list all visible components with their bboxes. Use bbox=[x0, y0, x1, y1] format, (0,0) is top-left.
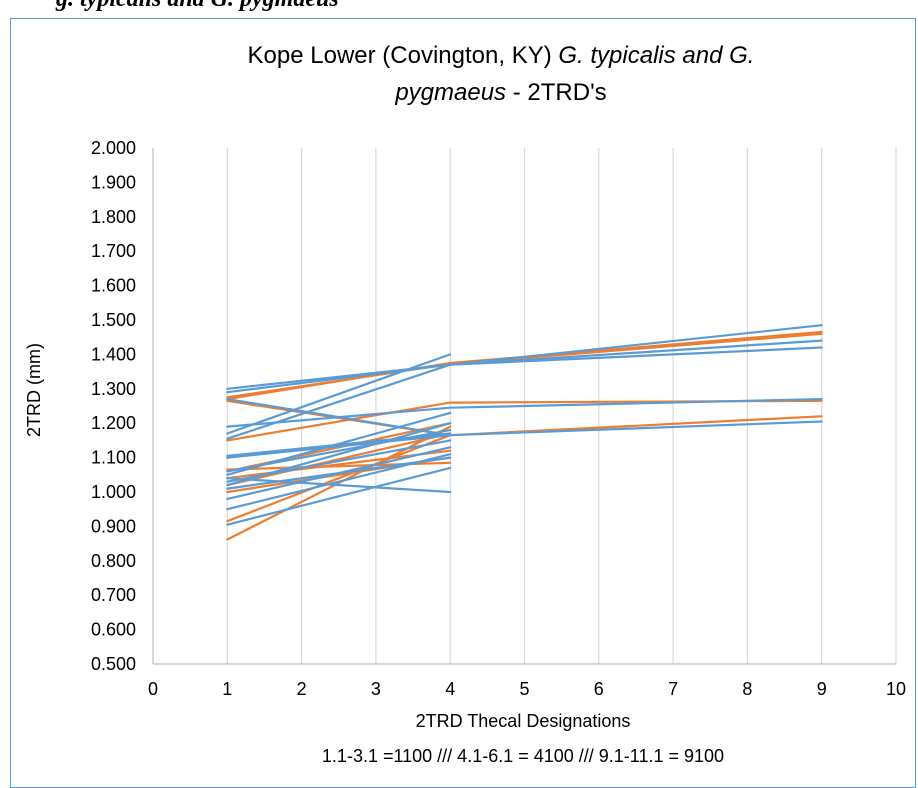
x-tick-label: 10 bbox=[886, 679, 906, 699]
x-tick-label: 1 bbox=[222, 679, 232, 699]
series-line-orange bbox=[226, 425, 452, 541]
y-axis-title: 2TRD (mm) bbox=[24, 343, 44, 437]
y-tick-label: 1.200 bbox=[91, 413, 136, 433]
y-tick-label: 0.500 bbox=[91, 654, 136, 674]
y-tick-label: 1.300 bbox=[91, 379, 136, 399]
y-tick-label: 1.800 bbox=[91, 207, 136, 227]
x-tick-label: 3 bbox=[371, 679, 381, 699]
chart-title-species: G. typicalis and G. bbox=[558, 42, 754, 69]
y-tick-label: 0.900 bbox=[91, 516, 136, 536]
series-line-blue bbox=[226, 446, 452, 500]
x-tick-label: 4 bbox=[445, 679, 455, 699]
series-line-blue bbox=[226, 398, 823, 428]
grid-lines bbox=[152, 148, 897, 665]
chart-title-line2: pygmaeus - 2TRD's bbox=[394, 79, 606, 106]
y-tick-labels: 0.500 0.600 0.700 0.800 0.900 1.000 1.100 1.200… bbox=[91, 138, 136, 674]
x-tick-label: 9 bbox=[817, 679, 827, 699]
chart-title-line1: Kope Lower (Covington, KY) G. typicalis … bbox=[248, 42, 755, 69]
series-line-blue bbox=[226, 466, 452, 526]
y-tick-label: 1.600 bbox=[91, 276, 136, 296]
y-tick-label: 1.700 bbox=[91, 241, 136, 261]
x-tick-label: 8 bbox=[742, 679, 752, 699]
y-tick-label: 1.100 bbox=[91, 448, 136, 468]
y-tick-label: 1.000 bbox=[91, 482, 136, 502]
x-tick-labels: 0 1 2 3 4 5 6 7 8 9 10 bbox=[148, 679, 906, 699]
series-line-blue bbox=[226, 477, 452, 494]
series-lines bbox=[226, 324, 823, 541]
y-tick-label: 1.900 bbox=[91, 172, 136, 192]
y-tick-label: 0.600 bbox=[91, 620, 136, 640]
x-tick-label: 7 bbox=[668, 679, 678, 699]
series-line-blue bbox=[226, 398, 452, 437]
series-line-blue bbox=[226, 422, 452, 487]
y-tick-label: 0.700 bbox=[91, 585, 136, 605]
chart-title-part1: Kope Lower (Covington, KY) bbox=[248, 42, 559, 69]
chart-title-suffix: - 2TRD's bbox=[506, 79, 607, 106]
x-tick-label: 5 bbox=[519, 679, 529, 699]
y-tick-label: 1.500 bbox=[91, 310, 136, 330]
top-caption: g. typicalis and G. pygmaeus bbox=[56, 0, 339, 13]
y-tick-label: 0.800 bbox=[91, 551, 136, 571]
x-tick-label: 6 bbox=[594, 679, 604, 699]
chart-title-species-2: pygmaeus bbox=[394, 79, 506, 106]
x-tick-label: 2 bbox=[297, 679, 307, 699]
x-axis-subtitle: 1.1-3.1 =1100 /// 4.1-6.1 = 4100 /// 9.1… bbox=[322, 746, 724, 766]
series-line-blue bbox=[226, 353, 452, 435]
x-axis-title: 2TRD Thecal Designations bbox=[416, 711, 631, 731]
series-line-blue bbox=[226, 411, 452, 476]
series-line-orange bbox=[226, 432, 452, 487]
series-line-blue bbox=[226, 453, 452, 511]
y-tick-label: 2.000 bbox=[91, 138, 136, 158]
series-line-blue bbox=[226, 346, 823, 440]
y-tick-label: 1.400 bbox=[91, 344, 136, 364]
x-tick-label: 0 bbox=[148, 679, 158, 699]
